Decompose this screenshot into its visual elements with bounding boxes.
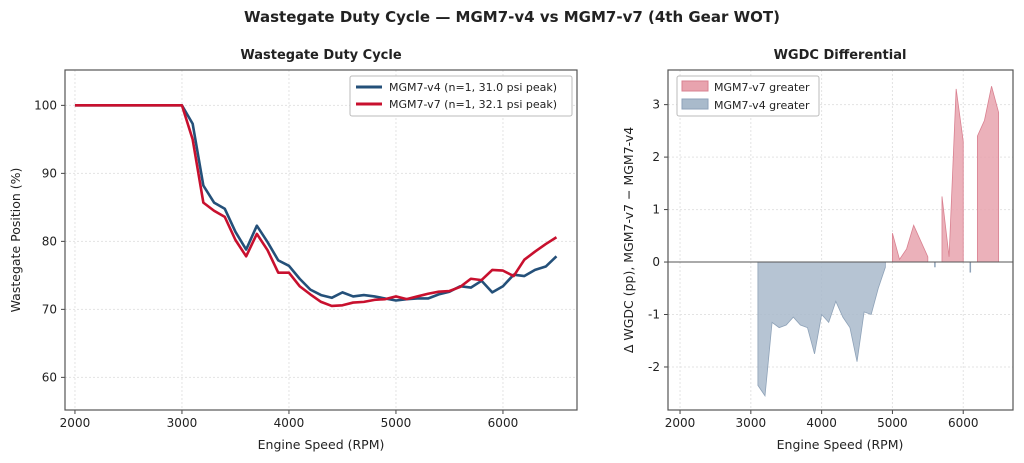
figure-title: Wastegate Duty Cycle — MGM7-v4 vs MGM7-v… <box>244 8 780 26</box>
x-tick-label: 6000 <box>948 416 979 430</box>
y-tick-label: 1 <box>652 203 660 217</box>
right-chart-title: WGDC Differential <box>774 48 907 63</box>
y-tick-label: -1 <box>648 308 660 322</box>
x-tick-label: 5000 <box>381 416 412 430</box>
wgdc-differential-chart: WGDC Differential Engine Speed (RPM) Δ W… <box>621 48 1014 452</box>
x-tick-label: 3000 <box>736 416 767 430</box>
left-legend: MGM7-v4 (n=1, 31.0 psi peak) MGM7-v7 (n=… <box>349 75 573 117</box>
y-tick-label: 100 <box>34 98 57 112</box>
x-tick-label: 3000 <box>167 416 198 430</box>
x-tick-label: 4000 <box>806 416 837 430</box>
wgdc-chart: Wastegate Duty Cycle Engine Speed (RPM) … <box>8 48 578 452</box>
legend-label-v7: MGM7-v7 (n=1, 32.1 psi peak) <box>389 98 557 111</box>
y-tick-label: 3 <box>652 98 660 112</box>
area-v7-greater <box>892 224 929 263</box>
left-y-axis-label: Wastegate Position (%) <box>8 168 23 313</box>
area-v7-greater <box>941 88 964 263</box>
y-tick-label: 2 <box>652 150 660 164</box>
right-y-axis-label: Δ WGDC (pp), MGM7-v7 − MGM7-v4 <box>621 127 636 353</box>
y-tick-label: 70 <box>42 302 57 316</box>
plot-frame <box>667 69 1014 411</box>
legend-swatch-v4-greater <box>681 98 709 110</box>
series-line-v4 <box>74 104 558 302</box>
x-tick-label: 6000 <box>488 416 519 430</box>
right-x-axis-label: Engine Speed (RPM) <box>777 437 904 452</box>
right-legend: MGM7-v7 greater MGM7-v4 greater <box>676 75 820 117</box>
x-tick-label: 5000 <box>877 416 908 430</box>
area-v4-greater <box>757 261 886 397</box>
x-tick-label: 2000 <box>665 416 696 430</box>
y-tick-label: 80 <box>42 234 57 248</box>
plot-frame <box>64 69 578 411</box>
left-chart-title: Wastegate Duty Cycle <box>240 48 401 63</box>
y-tick-label: 90 <box>42 166 57 180</box>
x-tick-label: 2000 <box>60 416 91 430</box>
x-tick-label: 4000 <box>274 416 305 430</box>
series-line-v7 <box>74 104 558 308</box>
y-tick-label: -2 <box>648 360 660 374</box>
y-tick-label: 60 <box>42 370 57 384</box>
legend-swatch-v7-greater <box>681 80 709 92</box>
legend-label-v7-greater: MGM7-v7 greater <box>714 81 810 94</box>
legend-label-v4-greater: MGM7-v4 greater <box>714 99 810 112</box>
legend-label-v4: MGM7-v4 (n=1, 31.0 psi peak) <box>389 81 557 94</box>
legend-box <box>349 75 573 117</box>
left-x-axis-label: Engine Speed (RPM) <box>258 437 385 452</box>
y-tick-label: 0 <box>652 255 660 269</box>
legend-box <box>676 75 820 117</box>
area-v7-greater <box>976 86 1000 263</box>
